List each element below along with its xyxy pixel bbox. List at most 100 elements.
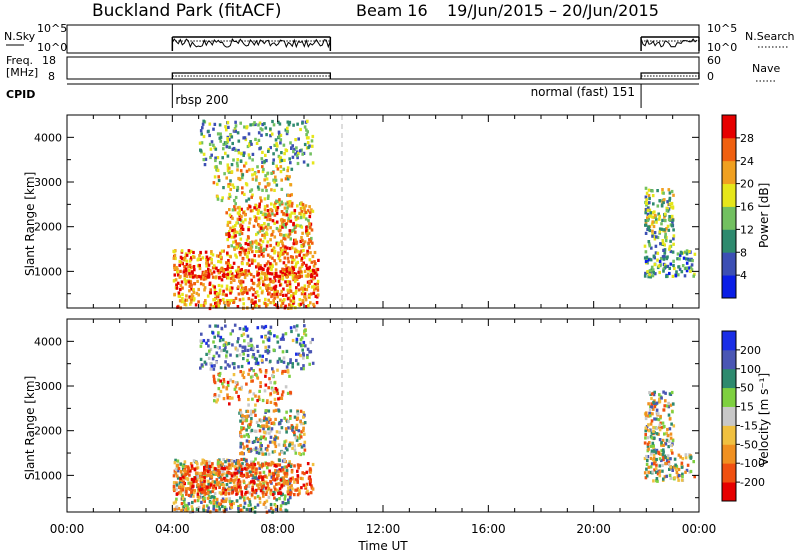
heatmap-cell bbox=[253, 259, 257, 263]
heatmap-cell bbox=[277, 397, 280, 401]
heatmap-cell bbox=[175, 483, 179, 487]
heatmap-cell bbox=[643, 256, 647, 260]
heatmap-cell bbox=[267, 331, 270, 335]
heatmap-cell bbox=[277, 491, 280, 496]
heatmap-cell bbox=[229, 277, 233, 281]
heatmap-cell bbox=[272, 299, 275, 303]
heatmap-cell bbox=[645, 255, 649, 259]
heatmap-cell bbox=[305, 128, 308, 132]
heatmap-cell bbox=[655, 218, 658, 222]
heatmap-cell bbox=[644, 271, 647, 275]
heatmap-cell bbox=[196, 279, 199, 283]
heatmap-cell bbox=[221, 497, 225, 501]
heatmap-cell bbox=[288, 296, 291, 300]
heatmap-cell bbox=[671, 205, 675, 209]
heatmap-cell bbox=[199, 275, 202, 279]
heatmap-cell bbox=[250, 409, 253, 413]
heatmap-cell bbox=[241, 419, 244, 423]
heatmap-cell bbox=[182, 270, 186, 274]
heatmap-cell bbox=[216, 168, 220, 172]
heatmap-cell bbox=[237, 398, 241, 402]
heatmap-cell bbox=[184, 267, 188, 271]
heatmap-cell bbox=[229, 378, 232, 382]
heatmap-cell bbox=[245, 273, 249, 277]
heatmap-cell bbox=[649, 271, 652, 275]
heatmap-cell bbox=[277, 135, 281, 139]
heatmap-cell bbox=[663, 243, 666, 247]
heatmap-cell bbox=[266, 484, 270, 488]
heatmap-cell bbox=[671, 221, 674, 225]
heatmap-cell bbox=[212, 377, 216, 381]
heatmap-cell bbox=[184, 465, 188, 469]
heatmap-cell bbox=[269, 463, 273, 467]
heatmap-cell bbox=[279, 469, 283, 473]
heatmap-cell bbox=[273, 213, 277, 217]
heatmap-cell bbox=[239, 503, 242, 508]
heatmap-cell bbox=[188, 473, 191, 477]
heatmap-cell bbox=[258, 500, 262, 504]
heatmap-cell bbox=[283, 206, 287, 210]
heatmap-cell bbox=[265, 424, 269, 428]
heatmap-cell bbox=[280, 178, 283, 182]
heatmap-cell bbox=[293, 430, 296, 435]
heatmap-cell bbox=[232, 240, 235, 244]
heatmap-cell bbox=[269, 400, 273, 404]
heatmap-cell bbox=[270, 268, 273, 272]
heatmap-cell bbox=[669, 205, 673, 209]
heatmap-cell bbox=[246, 496, 249, 500]
heatmap-cell bbox=[275, 464, 278, 468]
heatmap-cell bbox=[689, 269, 692, 273]
cpid-segment-label: normal (fast) 151 bbox=[531, 85, 635, 99]
heatmap-cell bbox=[283, 440, 286, 444]
heatmap-cell bbox=[221, 504, 224, 509]
heatmap-cell bbox=[221, 382, 224, 386]
heatmap-cell bbox=[208, 349, 211, 353]
heatmap-cell bbox=[258, 354, 262, 358]
heatmap-cell bbox=[316, 279, 320, 283]
heatmap-cell bbox=[242, 375, 246, 380]
heatmap-cell bbox=[248, 498, 251, 502]
heatmap-cell bbox=[308, 215, 312, 219]
heatmap-cell bbox=[229, 265, 232, 270]
heatmap-cell bbox=[296, 480, 299, 484]
heatmap-cell bbox=[277, 422, 281, 426]
heatmap-cell bbox=[310, 484, 313, 488]
heatmap-cell bbox=[282, 252, 285, 256]
heatmap-cell bbox=[237, 139, 241, 143]
heatmap-cell bbox=[284, 446, 288, 450]
heatmap-cell bbox=[186, 465, 190, 469]
heatmap-cell bbox=[236, 188, 239, 192]
heatmap-cell bbox=[228, 233, 231, 237]
heatmap-cell bbox=[205, 341, 208, 345]
heatmap-cell bbox=[228, 192, 231, 196]
heatmap-cell bbox=[238, 177, 242, 182]
heatmap-cell bbox=[294, 272, 298, 276]
date-range: 19/Jun/2015 – 20/Jun/2015 bbox=[447, 1, 659, 20]
nsearch-tick-bottom: 10^0 bbox=[707, 41, 737, 54]
heatmap-cell bbox=[268, 212, 271, 216]
heatmap-cell bbox=[205, 462, 209, 466]
heatmap-cell bbox=[278, 198, 281, 202]
heatmap-cell bbox=[209, 147, 213, 151]
heatmap-cell bbox=[266, 214, 270, 218]
heatmap-cell bbox=[316, 285, 320, 289]
heatmap-cell bbox=[232, 185, 236, 189]
heatmap-cell bbox=[282, 261, 286, 265]
heatmap-cell bbox=[226, 154, 230, 158]
heatmap-cell bbox=[277, 130, 281, 134]
heatmap-cell bbox=[234, 269, 238, 273]
heatmap-cell bbox=[277, 251, 280, 255]
heatmap-cell bbox=[179, 462, 182, 466]
heatmap-cell bbox=[644, 219, 648, 223]
heatmap-cell bbox=[279, 160, 282, 164]
heatmap-cell bbox=[296, 156, 299, 160]
heatmap-cell bbox=[663, 424, 666, 429]
heatmap-cell bbox=[243, 251, 247, 255]
heatmap-cell bbox=[225, 284, 229, 288]
heatmap-cell bbox=[651, 274, 655, 278]
heatmap-cell bbox=[273, 205, 276, 209]
heatmap-cell bbox=[646, 445, 650, 449]
heatmap-cell bbox=[179, 492, 183, 496]
heatmap-cell bbox=[298, 433, 302, 437]
heatmap-cell bbox=[661, 188, 664, 192]
